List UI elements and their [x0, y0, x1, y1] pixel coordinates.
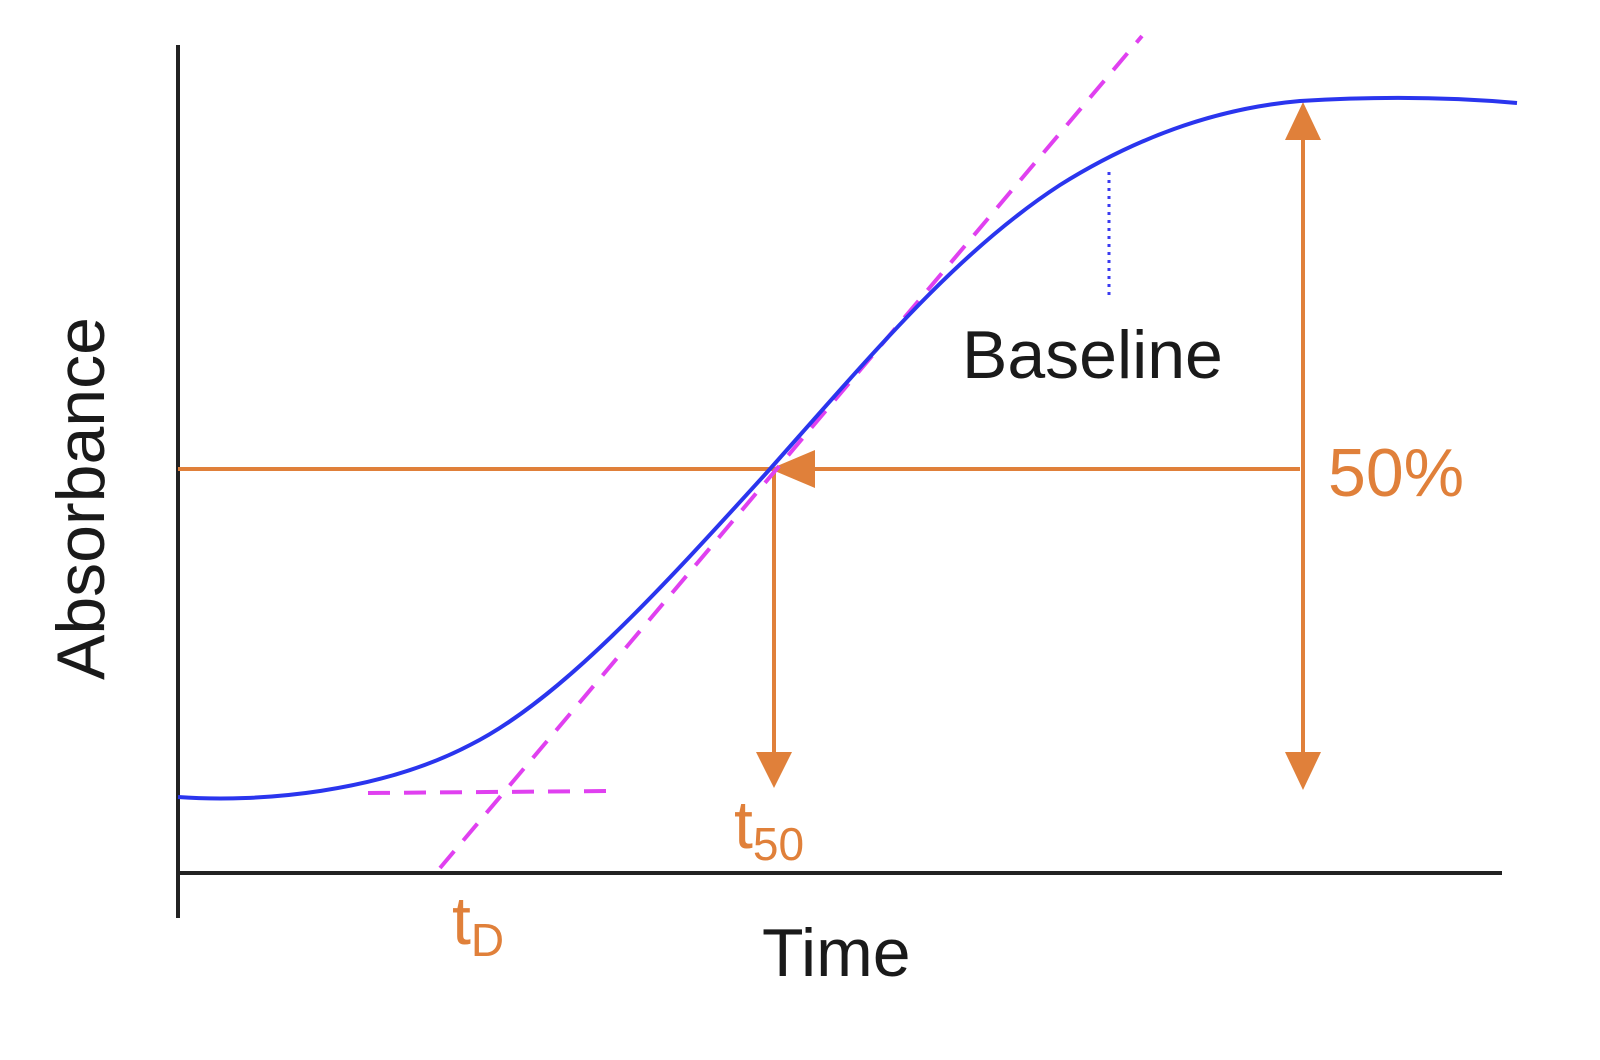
percent-label: 50%	[1328, 435, 1464, 511]
y-axis-label: Absorbance	[43, 317, 119, 680]
t50-main: t	[734, 787, 753, 863]
x-axis-label: Time	[762, 915, 911, 991]
tangent-line	[438, 34, 1144, 870]
lag-baseline-segment	[367, 789, 613, 795]
tD-main: t	[452, 883, 471, 959]
t50-arrowhead	[756, 752, 792, 788]
amplitude-arrowhead-bottom	[1285, 752, 1321, 790]
tD-subscript: D	[471, 914, 504, 966]
tD-label: tD	[452, 883, 504, 966]
half-level-arrowhead	[770, 450, 815, 488]
sigmoid-curve	[177, 95, 1518, 801]
t50-subscript: 50	[753, 818, 804, 870]
baseline-label: Baseline	[962, 317, 1223, 393]
t50-label: t50	[734, 787, 804, 870]
amplitude-arrowhead-top	[1285, 102, 1321, 140]
